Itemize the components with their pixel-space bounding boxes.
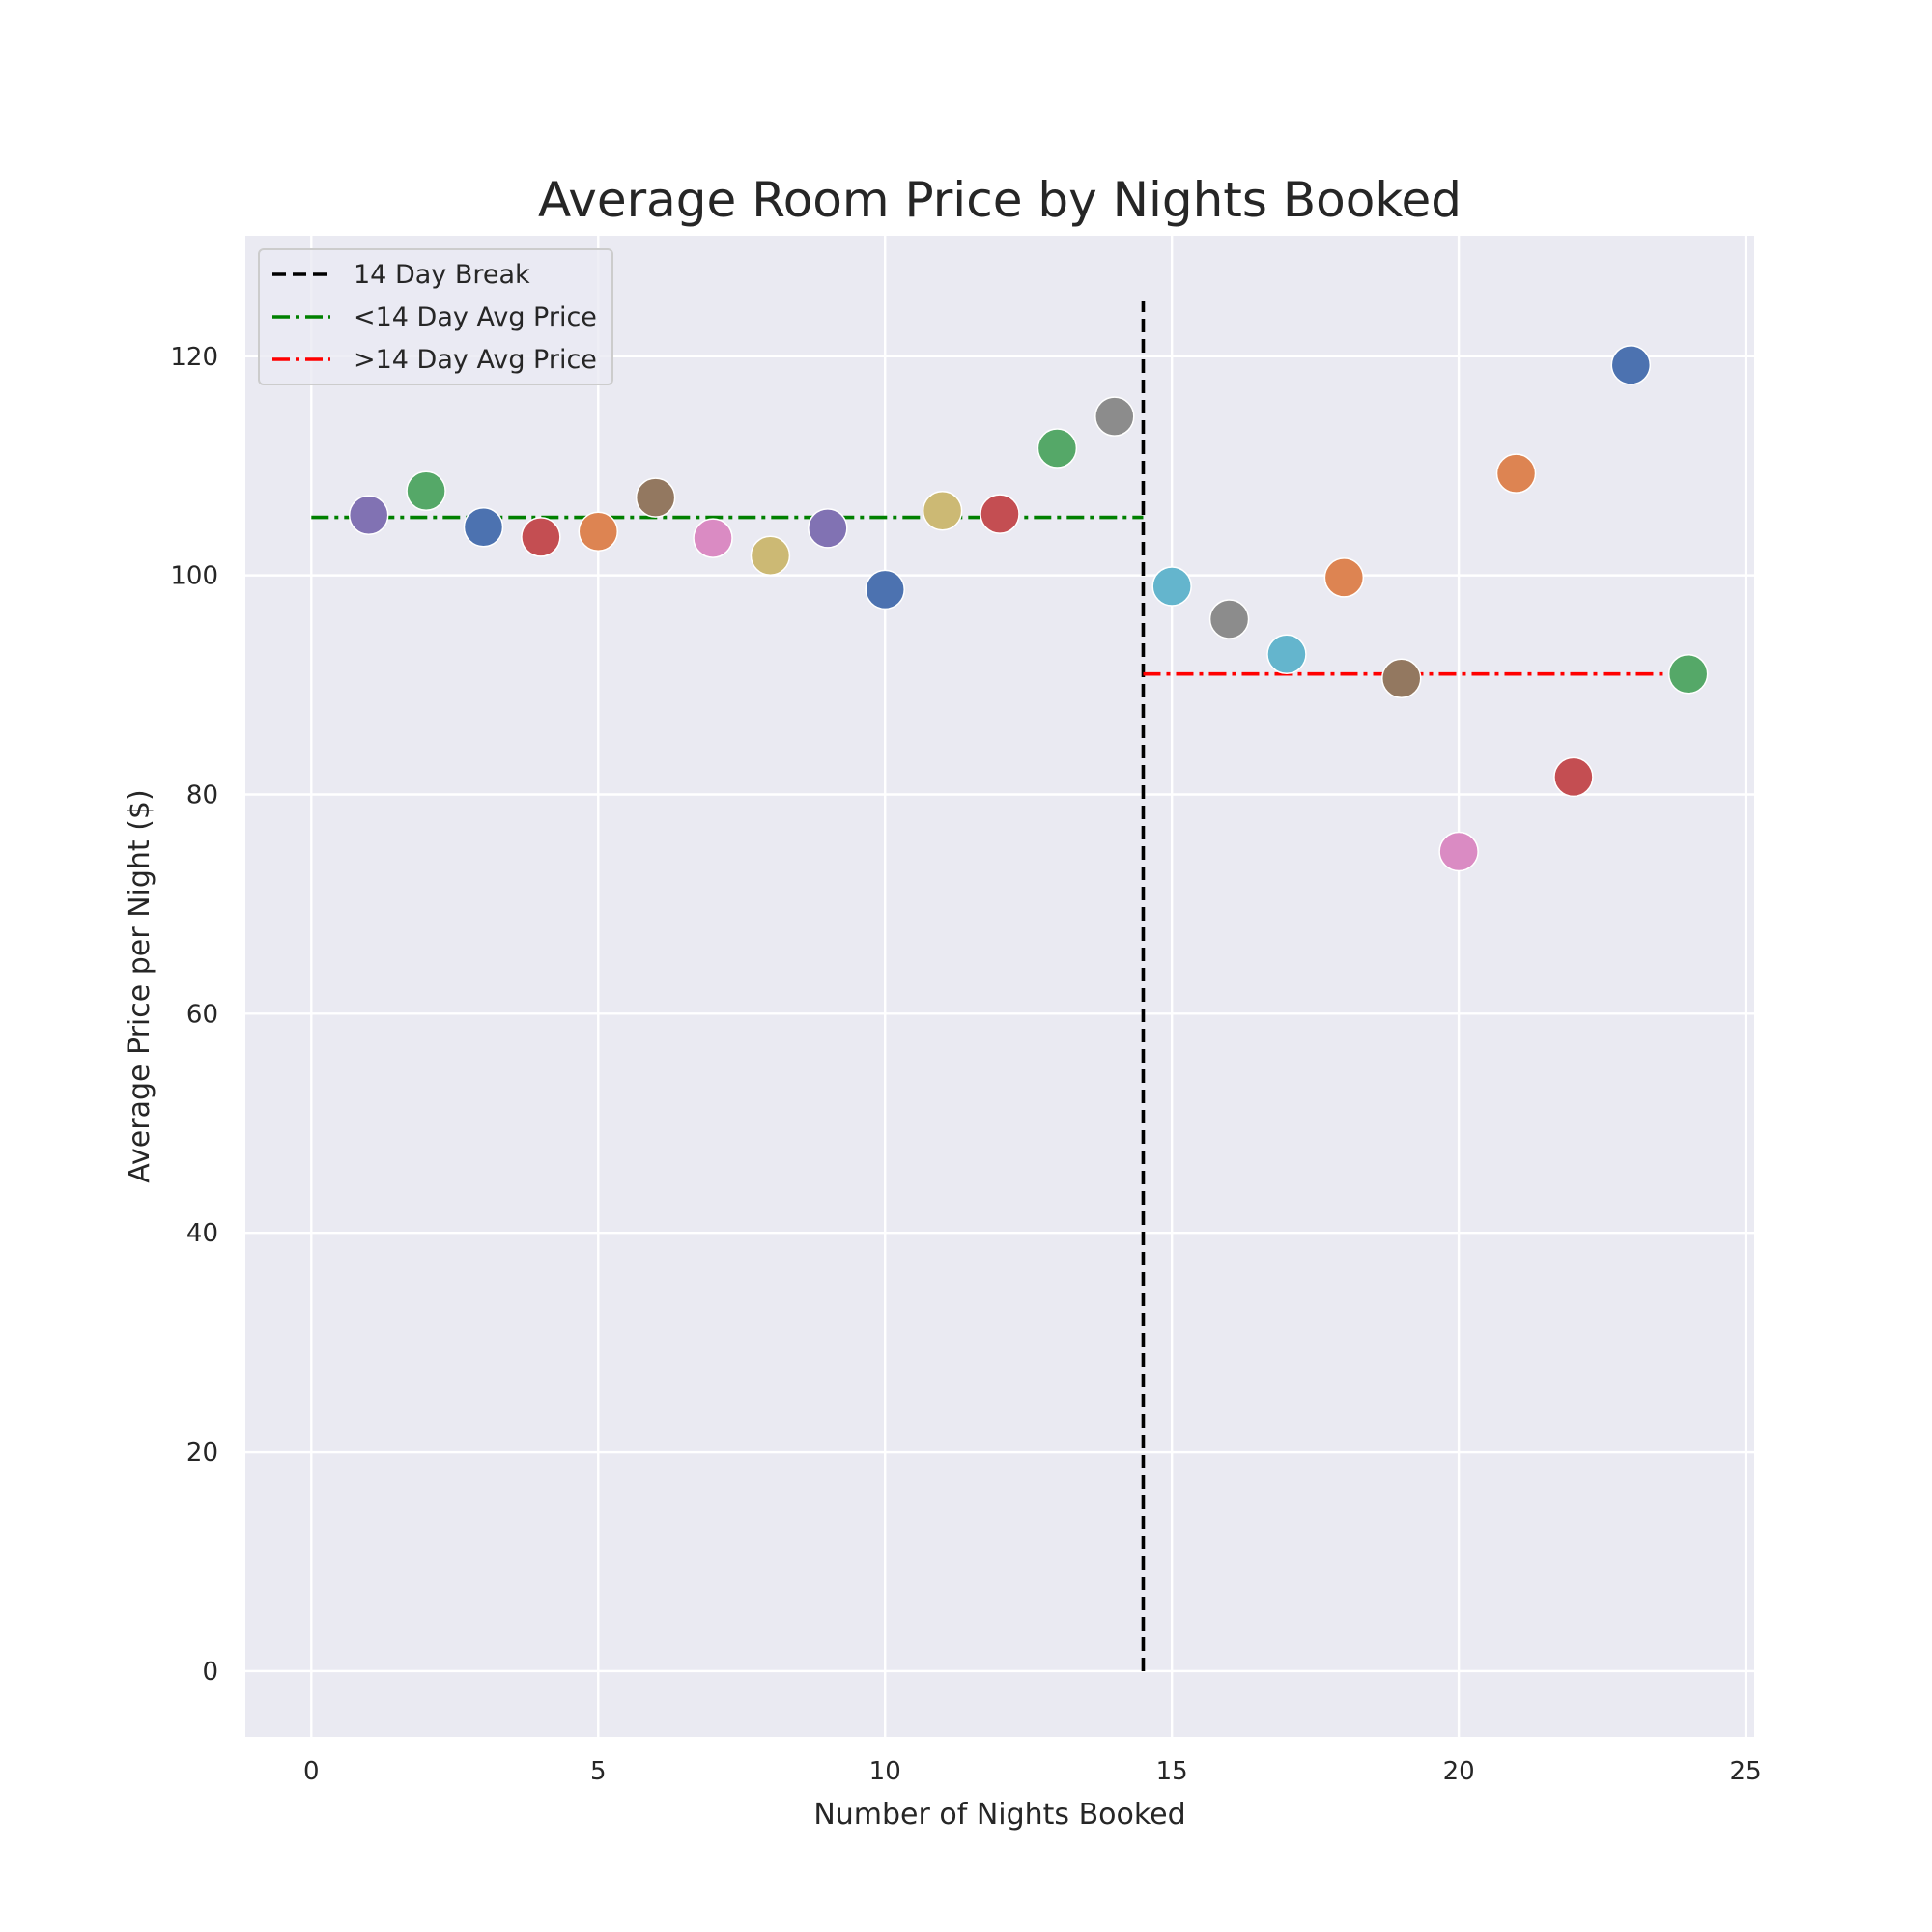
x-tick-label: 25 bbox=[1730, 1757, 1762, 1786]
x-tick-label: 15 bbox=[1156, 1757, 1188, 1786]
data-point bbox=[635, 477, 676, 518]
y-tick-label: 100 bbox=[170, 562, 218, 591]
x-tick-label: 20 bbox=[1443, 1757, 1475, 1786]
data-point bbox=[865, 569, 905, 611]
data-point bbox=[1380, 658, 1422, 699]
data-point bbox=[348, 495, 389, 535]
legend-box bbox=[258, 248, 613, 385]
data-point bbox=[1037, 428, 1078, 469]
data-point bbox=[1667, 653, 1709, 695]
data-points bbox=[348, 345, 1709, 872]
y-tick-label: 20 bbox=[186, 1438, 218, 1467]
legend-label: >14 Day Avg Price bbox=[354, 345, 597, 375]
data-point bbox=[463, 506, 504, 548]
data-point bbox=[406, 470, 446, 512]
legend: 14 Day Break <14 Day Avg Price >14 Day Avg… bbox=[258, 248, 613, 385]
data-point bbox=[922, 490, 963, 531]
grid-lines bbox=[245, 236, 1754, 1737]
y-tick-label: 80 bbox=[186, 781, 218, 810]
data-point bbox=[693, 518, 733, 558]
data-point bbox=[750, 535, 791, 576]
y-tick-label: 120 bbox=[170, 343, 218, 372]
data-point bbox=[1208, 599, 1250, 639]
data-point bbox=[1094, 396, 1135, 437]
y-tick-label: 0 bbox=[202, 1658, 218, 1687]
legend-label: <14 Day Avg Price bbox=[354, 302, 597, 332]
x-axis-label: Number of Nights Booked bbox=[813, 1798, 1185, 1832]
data-point bbox=[1266, 634, 1307, 675]
data-point bbox=[1495, 453, 1537, 494]
data-point bbox=[521, 517, 561, 557]
data-point bbox=[578, 511, 619, 553]
data-point bbox=[980, 494, 1020, 534]
x-tick-label: 5 bbox=[590, 1757, 607, 1786]
data-point bbox=[808, 508, 848, 549]
x-tick-label: 10 bbox=[869, 1757, 901, 1786]
x-tick-label: 0 bbox=[303, 1757, 320, 1786]
y-tick-label: 40 bbox=[186, 1219, 218, 1248]
data-point bbox=[1323, 557, 1365, 598]
chart-title: Average Room Price by Nights Booked bbox=[538, 172, 1462, 228]
y-axis-label: Average Price per Night ($) bbox=[123, 789, 156, 1182]
tick-labels: 0 5 10 15 20 25 0 20 40 60 80 100 120 bbox=[170, 343, 1761, 1786]
legend-label: 14 Day Break bbox=[354, 260, 530, 290]
data-point bbox=[1438, 831, 1479, 872]
y-tick-label: 60 bbox=[186, 1000, 218, 1029]
data-point bbox=[1610, 345, 1652, 385]
data-point bbox=[1151, 566, 1192, 607]
data-point bbox=[1553, 756, 1594, 798]
